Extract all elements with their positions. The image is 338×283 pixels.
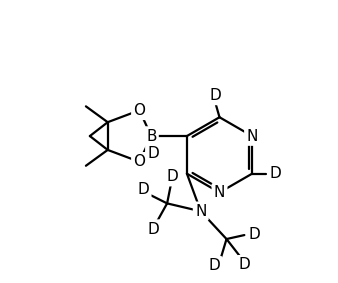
Text: D: D: [147, 146, 159, 161]
Text: D: D: [270, 166, 282, 181]
Text: N: N: [214, 185, 225, 200]
Text: D: D: [210, 88, 221, 103]
Text: D: D: [166, 169, 178, 184]
Text: N: N: [195, 204, 207, 219]
Text: D: D: [209, 258, 220, 273]
Text: O: O: [134, 103, 145, 118]
Text: D: D: [239, 257, 250, 272]
Text: B: B: [146, 128, 156, 143]
Text: O: O: [134, 154, 145, 169]
Text: D: D: [147, 222, 159, 237]
Text: N: N: [246, 128, 258, 143]
Text: D: D: [138, 182, 149, 197]
Text: D: D: [248, 227, 260, 242]
